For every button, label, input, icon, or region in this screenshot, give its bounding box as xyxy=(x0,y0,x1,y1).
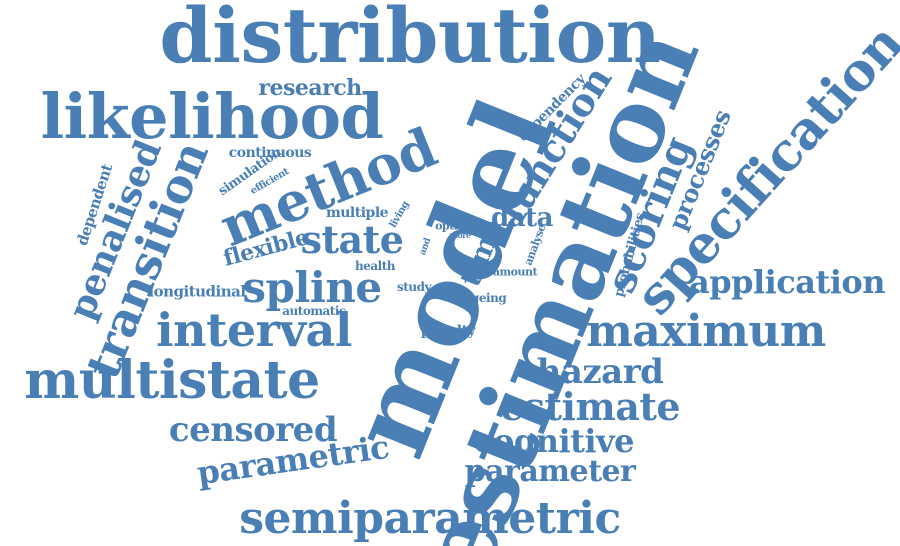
word-effect: effect xyxy=(432,210,458,221)
word-research: research xyxy=(258,75,362,101)
word-multiple: multiple xyxy=(325,205,389,221)
word-amount: amount xyxy=(492,265,538,279)
word-more: more xyxy=(449,230,471,240)
word-parameter: parameter xyxy=(464,454,636,489)
word-health: health xyxy=(355,259,395,273)
word-distribution: distribution xyxy=(159,0,661,80)
word-estimate: estimate xyxy=(499,384,681,429)
word-hazard: hazard xyxy=(536,352,664,392)
word-maximum: maximum xyxy=(586,306,826,357)
word-cognitive: cognitive xyxy=(473,422,635,460)
word-ageing: ageing xyxy=(463,291,507,305)
word-automatic: automatic xyxy=(282,304,346,318)
word-penalty: penalty xyxy=(420,323,476,339)
word-semiparametric: semiparametric xyxy=(239,493,621,544)
word-state: state xyxy=(300,217,404,262)
word-application: application xyxy=(688,263,886,301)
word-study: study xyxy=(397,280,431,294)
word-spline: spline xyxy=(242,263,382,312)
word-longitudinal: longitudinal xyxy=(148,282,246,301)
word-likelihood: likelihood xyxy=(40,80,384,153)
word-continuous: continuous xyxy=(228,145,312,161)
word-interval: interval xyxy=(156,303,352,357)
word-censored: censored xyxy=(168,410,338,450)
word-multistate: multistate xyxy=(24,350,320,411)
word-data: data xyxy=(491,203,553,233)
word-optimal: optimal xyxy=(435,219,479,233)
